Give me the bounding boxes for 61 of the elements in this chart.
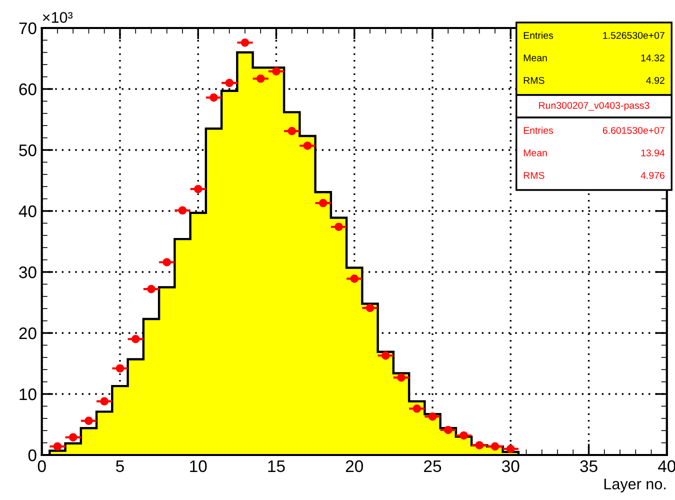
- annotation: Mean: [524, 150, 547, 156]
- point: [381, 351, 390, 360]
- annotation: RMS: [524, 76, 544, 84]
- x-tick-label: 15: [268, 460, 285, 472]
- x-tick-label: 25: [424, 460, 442, 472]
- annotation: Entries: [524, 32, 554, 39]
- annotation: 14.32: [641, 54, 664, 62]
- point: [162, 258, 172, 266]
- y-tick-label: 70: [19, 22, 36, 34]
- annotation: 13.94: [641, 149, 665, 156]
- point: [178, 206, 187, 215]
- point: [131, 334, 140, 344]
- point: [53, 442, 62, 451]
- x-tick-label: 20: [346, 460, 363, 472]
- point: [256, 74, 265, 83]
- point: [460, 431, 468, 440]
- point: [147, 284, 156, 294]
- point: [350, 274, 359, 283]
- x-tick-label: 10: [190, 460, 207, 472]
- x-axis-title: Layer no.: [604, 478, 666, 492]
- annotation: Run300207_v0403-pass3: [539, 102, 650, 111]
- point: [210, 93, 218, 102]
- x-tick-label: 0: [38, 460, 46, 472]
- point: [272, 67, 280, 76]
- y-tick-label: 20: [19, 327, 36, 340]
- point: [225, 78, 234, 88]
- point: [475, 441, 484, 450]
- point: [334, 222, 343, 232]
- point: [366, 304, 374, 312]
- annotation: 4.92: [646, 76, 664, 84]
- point: [397, 373, 406, 382]
- annotation: 1.526530e+07: [603, 32, 664, 39]
- y-tick-label: 0: [28, 449, 36, 462]
- annotation: RMS: [524, 172, 544, 179]
- point: [68, 433, 78, 442]
- y-tick-label: 10: [20, 388, 36, 400]
- annotation: Entries: [524, 126, 554, 134]
- point: [318, 198, 328, 208]
- point: [84, 416, 93, 426]
- x-tick-label: 35: [580, 460, 598, 472]
- point: [506, 444, 515, 454]
- point: [240, 38, 250, 47]
- point: [194, 184, 202, 194]
- y-tick-label: 60: [19, 83, 36, 96]
- point: [490, 442, 500, 451]
- annotation: 4.976: [640, 172, 664, 179]
- annotation: 6.601530e+07: [602, 126, 664, 134]
- point: [444, 426, 452, 434]
- annotation: Mean: [524, 54, 547, 62]
- text: ×10³: [42, 12, 73, 23]
- point: [412, 404, 422, 413]
- point: [100, 397, 109, 406]
- point: [303, 142, 312, 150]
- y-tick-label: 40: [18, 205, 36, 218]
- x-tick-label: 5: [116, 460, 124, 472]
- point: [428, 412, 437, 421]
- point: [116, 364, 124, 373]
- point: [288, 126, 296, 136]
- y-tick-label: 30: [19, 266, 36, 278]
- y-tick-label: 50: [19, 144, 36, 156]
- x-tick-label: 30: [502, 460, 520, 472]
